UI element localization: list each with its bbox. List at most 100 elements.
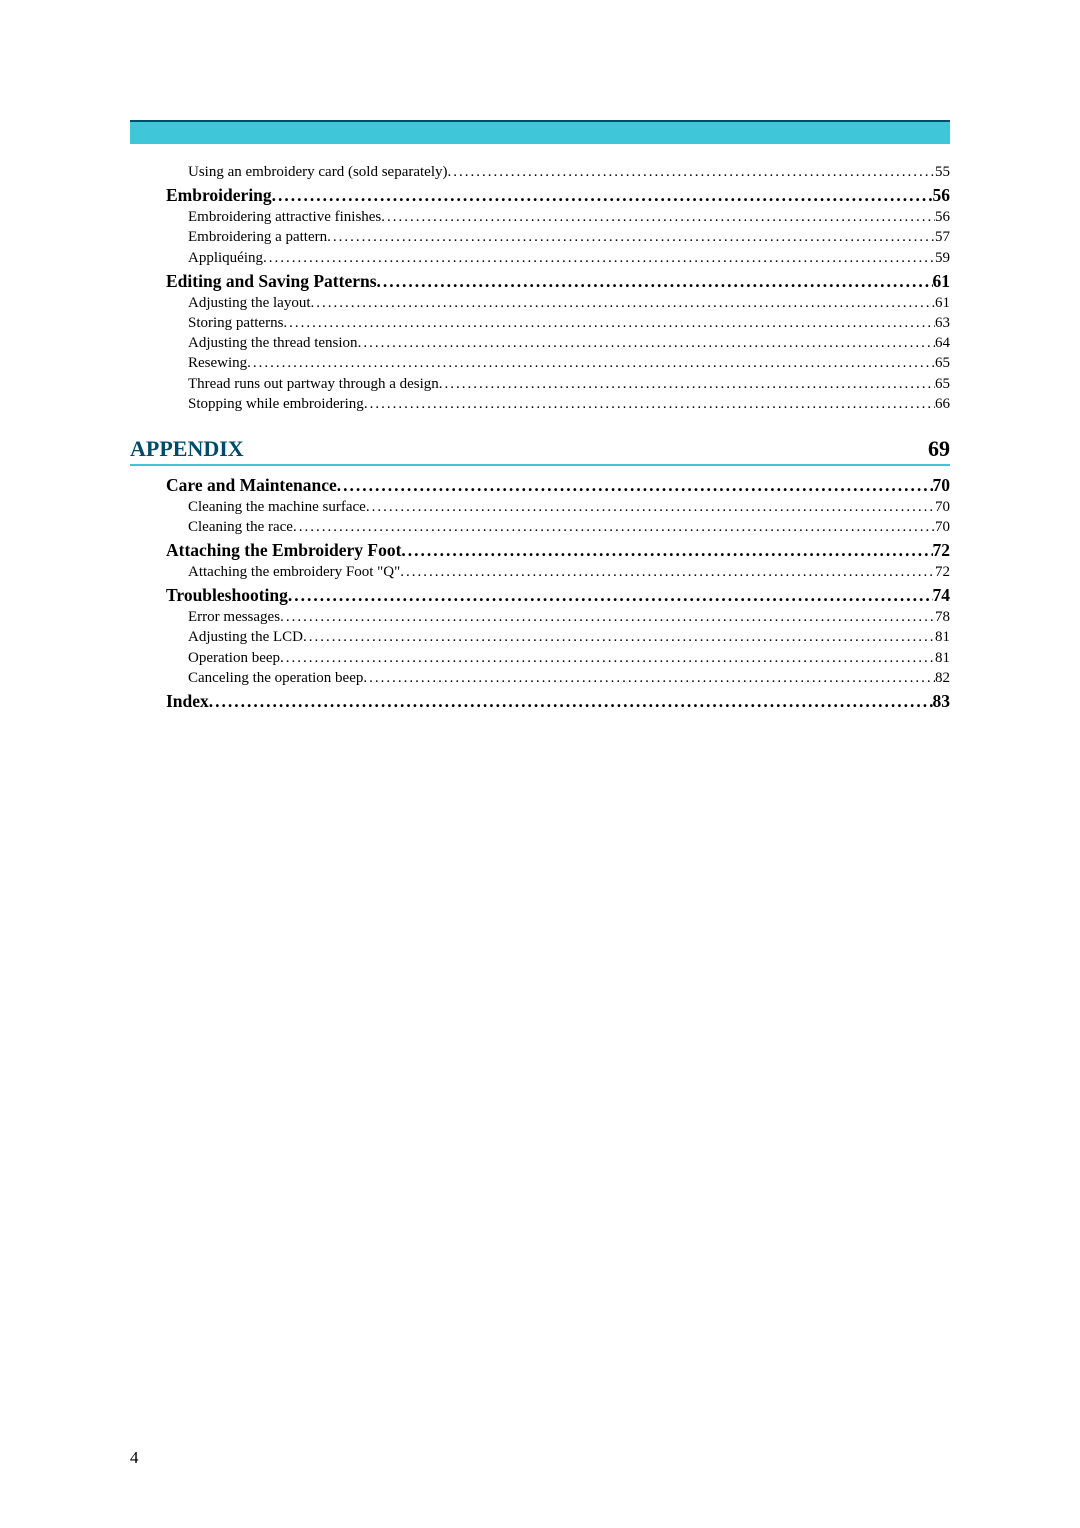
toc-leader-dots: ........................................… [358, 333, 935, 353]
toc-entry-label[interactable]: Adjusting the layout [188, 293, 311, 313]
toc-leader-dots: ........................................… [439, 374, 935, 394]
toc-entry-sub: Stopping while embroidering ............… [130, 394, 950, 414]
toc-entry-page[interactable]: 55 [935, 162, 950, 182]
toc-entry-section: Index ..................................… [130, 690, 950, 713]
page-number: 4 [130, 1448, 139, 1468]
toc-entry-sub: Embroidering a pattern..................… [130, 227, 950, 247]
toc-entry-label[interactable]: Embroidering attractive finishes [188, 207, 381, 227]
toc-entry-page[interactable]: 83 [933, 690, 951, 713]
toc-leader-dots: ........................................… [401, 539, 932, 562]
toc-entry-sub: Attaching the embroidery Foot "Q".......… [130, 562, 950, 582]
toc-entry-label[interactable]: Stopping while embroidering [188, 394, 364, 414]
toc-entry-label[interactable]: Embroidering [166, 184, 272, 207]
toc-entry-label[interactable]: Cleaning the machine surface [188, 497, 366, 517]
toc-entry-label[interactable]: Cleaning the race [188, 517, 293, 537]
toc-leader-dots: ........................................… [280, 607, 935, 627]
toc-entry-sub: Using an embroidery card (sold separatel… [130, 162, 950, 182]
toc-entry-label[interactable]: Attaching the embroidery Foot "Q" [188, 562, 400, 582]
toc-chapters: APPENDIX 69 Care and Maintenance .........… [130, 436, 950, 713]
toc-entry-sub: Adjusting the LCD.......................… [130, 627, 950, 647]
toc-entry-label[interactable]: Adjusting the LCD [188, 627, 303, 647]
toc-leader-dots: ........................................… [209, 690, 933, 713]
toc-entry-label[interactable]: Attaching the Embroidery Foot [166, 539, 401, 562]
toc-leader-dots: ........................................… [337, 474, 933, 497]
toc-entry-label[interactable]: Care and Maintenance [166, 474, 337, 497]
toc-leader-dots: ........................................… [381, 207, 935, 227]
toc-leader-dots: ........................................… [293, 517, 935, 537]
toc-leader-dots: ........................................… [448, 162, 936, 182]
toc-leader-dots: ........................................… [311, 293, 936, 313]
toc-entry-sub: Error messages .........................… [130, 607, 950, 627]
toc-entry-label[interactable]: Appliquéing [188, 248, 263, 268]
toc-entry-label[interactable]: Adjusting the thread tension [188, 333, 358, 353]
toc-entry-page[interactable]: 70 [933, 474, 951, 497]
toc-leader-dots: ........................................… [377, 270, 933, 293]
toc-leader-dots: ........................................… [247, 353, 935, 373]
toc-entry-page[interactable]: 70 [935, 497, 950, 517]
toc-chapter-page[interactable]: 69 [928, 436, 950, 462]
toc-entry-page[interactable]: 64 [935, 333, 950, 353]
toc-entry-section: Troubleshooting ........................… [130, 584, 950, 607]
toc-entry-sub: Adjusting the thread tension............… [130, 333, 950, 353]
toc-entry-sub: Canceling the operation beep ...........… [130, 668, 950, 688]
toc-entry-page[interactable]: 72 [935, 562, 950, 582]
toc-leader-dots: ........................................… [366, 497, 935, 517]
toc-entry-sub: Operation beep..........................… [130, 648, 950, 668]
toc-page: Using an embroidery card (sold separatel… [0, 0, 1080, 1528]
toc-entry-label[interactable]: Using an embroidery card (sold separatel… [188, 162, 448, 182]
toc-entry-page[interactable]: 72 [933, 539, 951, 562]
header-bar [130, 120, 950, 144]
toc-entry-section: Embroidering............................… [130, 184, 950, 207]
toc-entry-section: Attaching the Embroidery Foot...........… [130, 539, 950, 562]
toc-entry-page[interactable]: 70 [935, 517, 950, 537]
toc-entry-sub: Appliquéing ............................… [130, 248, 950, 268]
toc-entry-page[interactable]: 57 [935, 227, 950, 247]
toc-entry-label[interactable]: Thread runs out partway through a design [188, 374, 439, 394]
toc-leader-dots: ........................................… [288, 584, 933, 607]
toc-entry-page[interactable]: 81 [935, 648, 950, 668]
toc-entry-page[interactable]: 81 [935, 627, 950, 647]
toc-entry-page[interactable]: 65 [935, 374, 950, 394]
toc-entry-page[interactable]: 61 [933, 270, 951, 293]
toc-leader-dots: ........................................… [303, 627, 935, 647]
toc-leader-dots: ........................................… [283, 313, 935, 333]
toc-entry-sub: Adjusting the layout ...................… [130, 293, 950, 313]
toc-entry-label[interactable]: Storing patterns [188, 313, 283, 333]
toc-chapter-title[interactable]: APPENDIX [130, 436, 244, 462]
toc-entry-label[interactable]: Embroidering a pattern [188, 227, 327, 247]
toc-entry-page[interactable]: 61 [935, 293, 950, 313]
toc-leader-dots: ........................................… [263, 248, 935, 268]
toc-entry-sub: Storing patterns .......................… [130, 313, 950, 333]
toc-entry-page[interactable]: 63 [935, 313, 950, 333]
toc-leader-dots: ........................................… [327, 227, 935, 247]
toc-entry-sub: Cleaning the race ......................… [130, 517, 950, 537]
toc-entry-section: Editing and Saving Patterns ............… [130, 270, 950, 293]
toc-entry-page[interactable]: 56 [933, 184, 951, 207]
toc-entry-page[interactable]: 74 [933, 584, 951, 607]
toc-leader-dots: ........................................… [272, 184, 933, 207]
toc-entry-label[interactable]: Troubleshooting [166, 584, 288, 607]
toc-continued-entries: Using an embroidery card (sold separatel… [130, 162, 950, 414]
toc-entry-sub: Embroidering attractive finishes........… [130, 207, 950, 227]
toc-leader-dots: ........................................… [400, 562, 935, 582]
toc-entry-sub: Thread runs out partway through a design… [130, 374, 950, 394]
toc-entry-page[interactable]: 78 [935, 607, 950, 627]
toc-leader-dots: ........................................… [280, 648, 935, 668]
toc-chapter-heading: APPENDIX 69 [130, 436, 950, 466]
toc-entry-label[interactable]: Editing and Saving Patterns [166, 270, 377, 293]
toc-leader-dots: ........................................… [364, 394, 935, 414]
toc-entry-page[interactable]: 56 [935, 207, 950, 227]
toc-entry-label[interactable]: Resewing [188, 353, 247, 373]
toc-chapter: APPENDIX 69 Care and Maintenance .........… [130, 436, 950, 713]
toc-entry-sub: Resewing ...............................… [130, 353, 950, 373]
toc-entry-page[interactable]: 59 [935, 248, 950, 268]
toc-entry-label[interactable]: Canceling the operation beep [188, 668, 363, 688]
toc-entry-label[interactable]: Operation beep [188, 648, 280, 668]
toc-entry-page[interactable]: 82 [935, 668, 950, 688]
toc-entry-page[interactable]: 66 [935, 394, 950, 414]
toc-entry-section: Care and Maintenance ...................… [130, 474, 950, 497]
toc-entry-label[interactable]: Index [166, 690, 209, 713]
toc-leader-dots: ........................................… [363, 668, 935, 688]
toc-entry-page[interactable]: 65 [935, 353, 950, 373]
toc-entry-label[interactable]: Error messages [188, 607, 280, 627]
